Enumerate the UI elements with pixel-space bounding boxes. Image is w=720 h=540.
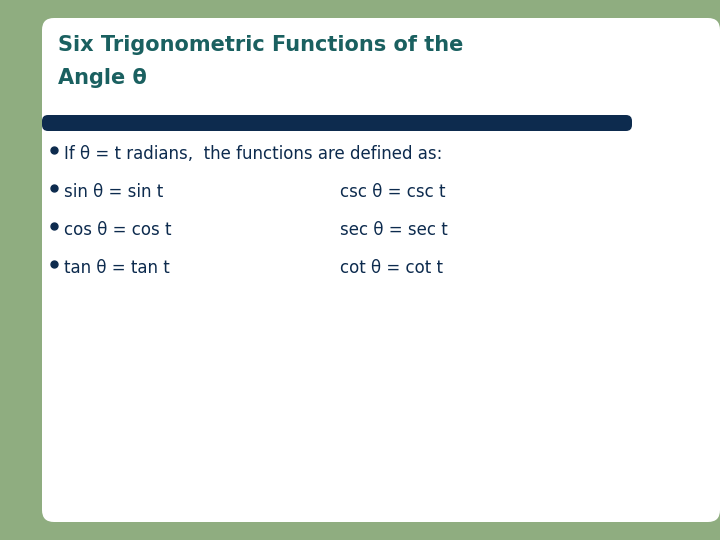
Text: cos θ = cos t: cos θ = cos t bbox=[64, 221, 171, 239]
FancyBboxPatch shape bbox=[42, 115, 632, 131]
Text: sec θ = sec t: sec θ = sec t bbox=[340, 221, 448, 239]
Text: Angle θ: Angle θ bbox=[58, 68, 147, 88]
Text: cot θ = cot t: cot θ = cot t bbox=[340, 259, 443, 277]
Text: sin θ = sin t: sin θ = sin t bbox=[64, 183, 163, 201]
Text: csc θ = csc t: csc θ = csc t bbox=[340, 183, 446, 201]
FancyBboxPatch shape bbox=[42, 18, 720, 522]
Text: Six Trigonometric Functions of the: Six Trigonometric Functions of the bbox=[58, 35, 464, 55]
Text: If θ = t radians,  the functions are defined as:: If θ = t radians, the functions are defi… bbox=[64, 145, 442, 163]
Text: tan θ = tan t: tan θ = tan t bbox=[64, 259, 170, 277]
